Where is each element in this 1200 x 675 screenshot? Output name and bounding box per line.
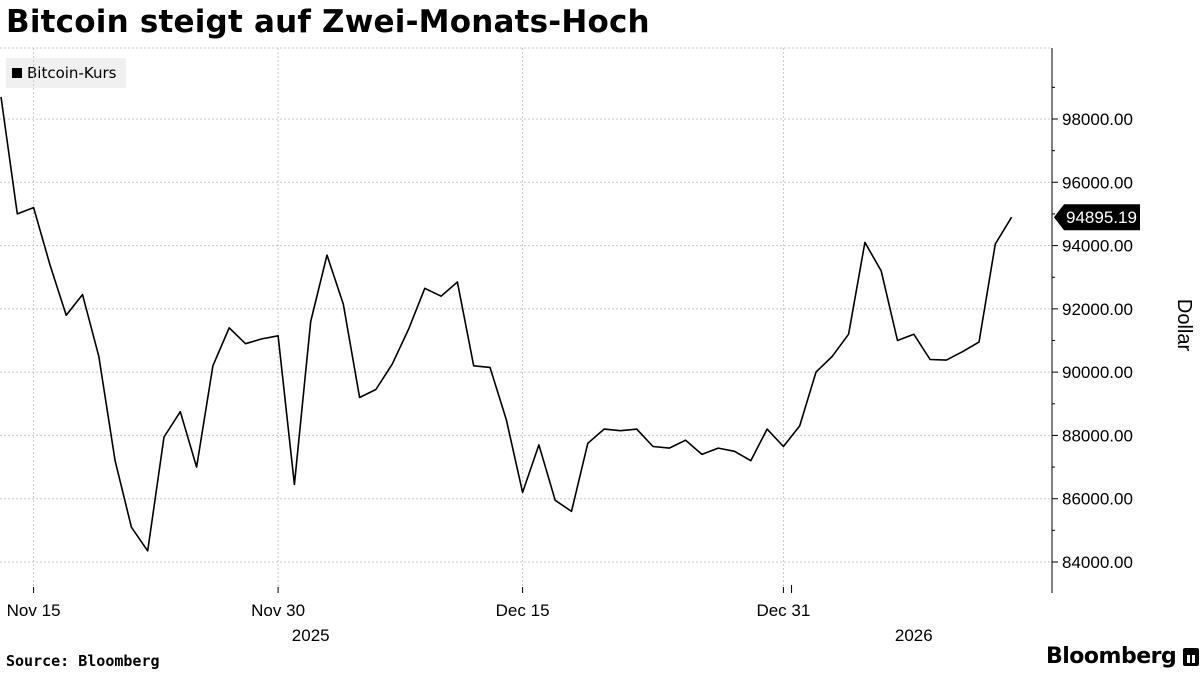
y-tick-label: 88000.00 bbox=[1062, 426, 1133, 445]
y-tick-label: 86000.00 bbox=[1062, 490, 1133, 509]
x-tick-label: Dec 31 bbox=[756, 601, 810, 620]
y-tick-label: 98000.00 bbox=[1062, 110, 1133, 129]
brand-logo: Bloomberg bbox=[1046, 644, 1200, 669]
brand-name: Bloomberg bbox=[1046, 644, 1177, 669]
legend-swatch bbox=[12, 68, 22, 78]
series-line-bitcoin-kurs bbox=[0, 96, 1013, 552]
x-tick-label: Dec 15 bbox=[496, 601, 550, 620]
y-axis-title: Dollar bbox=[1173, 299, 1195, 352]
y-tick-label: 90000.00 bbox=[1062, 363, 1133, 382]
last-value-label: 94895.19 bbox=[1066, 208, 1137, 227]
source-note: Source: Bloomberg bbox=[6, 652, 160, 670]
legend-label: Bitcoin-Kurs bbox=[27, 64, 117, 82]
x-tick-label: Nov 15 bbox=[7, 601, 61, 620]
x-tick-label: Nov 30 bbox=[251, 601, 305, 620]
y-tick-label: 92000.00 bbox=[1062, 300, 1133, 319]
year-label: 2026 bbox=[895, 626, 933, 645]
y-tick-label: 94000.00 bbox=[1062, 237, 1133, 256]
legend: Bitcoin-Kurs bbox=[6, 58, 127, 88]
year-label: 2025 bbox=[292, 626, 330, 645]
bar-chart-icon bbox=[1183, 647, 1200, 666]
last-value-tag: 94895.19 bbox=[1054, 204, 1140, 231]
tick-labels: 84000.00 86000.00 88000.00 90000.00 92000.00… bbox=[7, 110, 1195, 645]
chart-title: Bitcoin steigt auf Zwei-Monats-Hoch bbox=[6, 4, 650, 40]
y-tick-label: 84000.00 bbox=[1062, 553, 1133, 572]
axes bbox=[33, 48, 1058, 593]
gridlines bbox=[0, 47, 1052, 593]
series-group: 94895.19 bbox=[0, 96, 1140, 552]
last-value-tag-background bbox=[1054, 204, 1140, 231]
y-tick-label: 96000.00 bbox=[1062, 173, 1133, 192]
